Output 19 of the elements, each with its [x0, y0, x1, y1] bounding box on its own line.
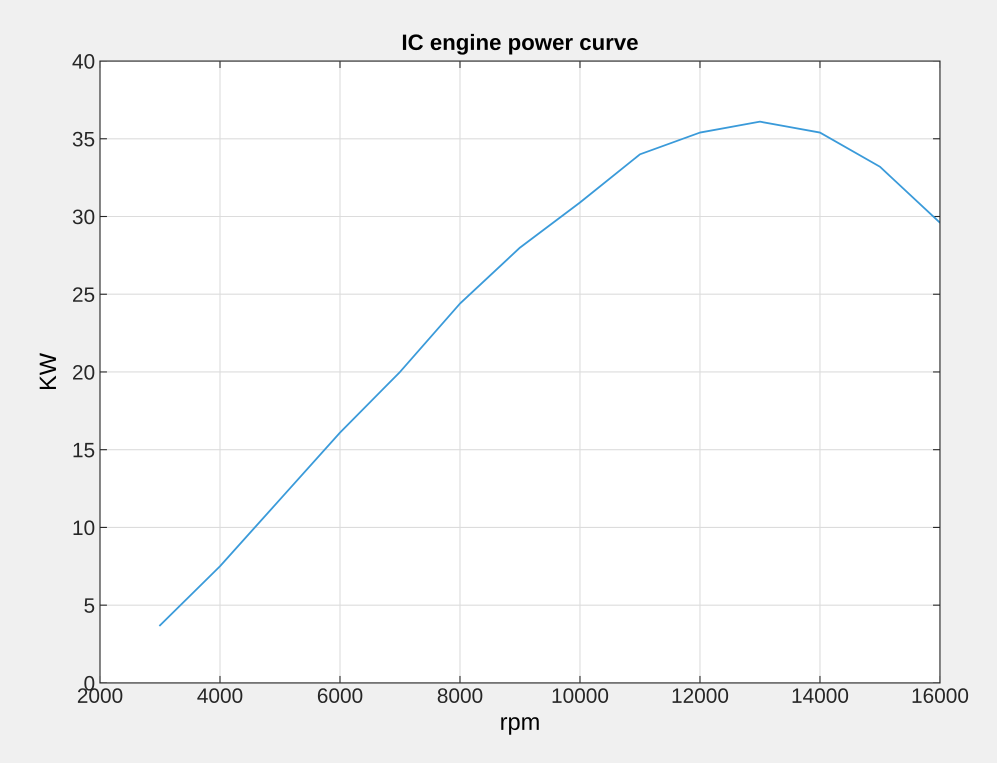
x-tick-label: 16000 — [912, 688, 968, 704]
y-tick-label: 10 — [74, 520, 94, 536]
y-tick-label: 25 — [73, 287, 94, 302]
chart-title: IC engine power curve — [402, 34, 638, 55]
y-axis-title: KW — [40, 353, 56, 390]
x-tick-label: 4000 — [197, 688, 242, 704]
y-tick-label: 15 — [74, 442, 94, 458]
y-tick-label: 20 — [73, 364, 94, 380]
y-tick-label: 35 — [72, 132, 94, 147]
x-tick-label: 12000 — [672, 688, 728, 704]
x-tick-label: 14000 — [792, 688, 848, 704]
x-tick-label: 10000 — [552, 688, 608, 704]
x-tick-label: 6000 — [318, 688, 362, 704]
line-series — [159, 120, 940, 626]
y-tick-label: 30 — [72, 210, 94, 224]
x-tick-label: 8000 — [438, 688, 482, 704]
y-tick-label: 40 — [72, 54, 94, 69]
x-axis-title: rpm — [501, 717, 539, 735]
y-tick-label: 5 — [84, 598, 94, 613]
